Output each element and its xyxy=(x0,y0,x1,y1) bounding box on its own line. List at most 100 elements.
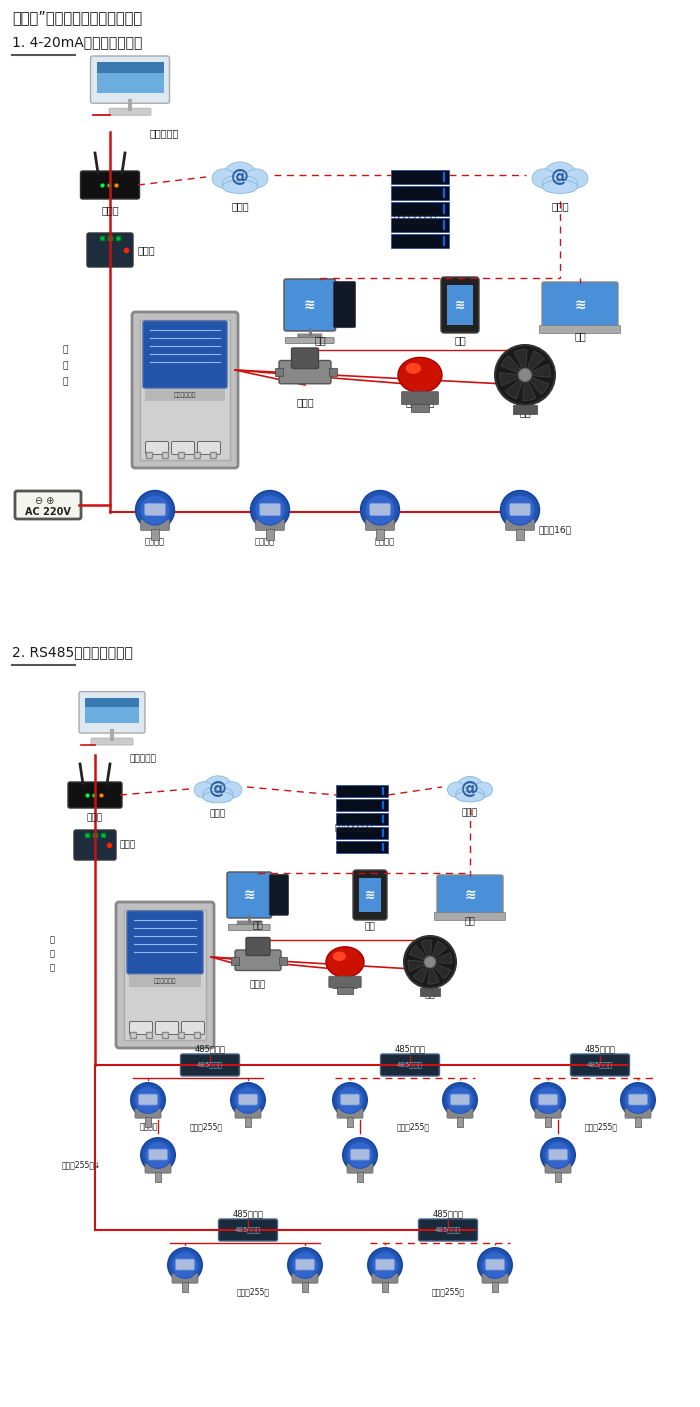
Ellipse shape xyxy=(204,775,232,798)
Wedge shape xyxy=(430,962,451,979)
Circle shape xyxy=(292,1252,318,1279)
FancyBboxPatch shape xyxy=(181,1021,204,1034)
Text: 可连接255台↓: 可连接255台↓ xyxy=(62,1159,102,1169)
FancyBboxPatch shape xyxy=(298,333,322,339)
Text: 终端: 终端 xyxy=(465,917,475,926)
FancyBboxPatch shape xyxy=(629,1095,648,1104)
Ellipse shape xyxy=(542,176,561,193)
Ellipse shape xyxy=(239,176,258,193)
FancyBboxPatch shape xyxy=(391,203,449,217)
Wedge shape xyxy=(514,349,527,376)
Circle shape xyxy=(443,1083,477,1117)
Ellipse shape xyxy=(456,788,471,801)
FancyBboxPatch shape xyxy=(97,62,164,73)
FancyBboxPatch shape xyxy=(540,325,620,333)
Circle shape xyxy=(372,1252,398,1279)
FancyBboxPatch shape xyxy=(260,504,280,515)
Wedge shape xyxy=(525,364,550,377)
FancyBboxPatch shape xyxy=(491,1282,498,1292)
Circle shape xyxy=(141,1138,175,1172)
Text: 2. RS485信号连接系统图: 2. RS485信号连接系统图 xyxy=(12,644,133,658)
FancyBboxPatch shape xyxy=(539,1095,557,1104)
Text: 互联网: 互联网 xyxy=(231,201,248,211)
Text: 信号输出: 信号输出 xyxy=(145,537,165,546)
Circle shape xyxy=(545,1141,571,1168)
FancyBboxPatch shape xyxy=(145,1117,151,1127)
Text: 讯: 讯 xyxy=(50,948,55,958)
Circle shape xyxy=(134,1086,162,1113)
FancyBboxPatch shape xyxy=(549,1150,567,1159)
FancyBboxPatch shape xyxy=(356,1172,363,1182)
FancyBboxPatch shape xyxy=(145,504,165,515)
Ellipse shape xyxy=(544,162,576,189)
FancyBboxPatch shape xyxy=(382,1282,388,1292)
FancyBboxPatch shape xyxy=(570,1054,629,1076)
FancyBboxPatch shape xyxy=(419,1218,477,1241)
Text: 声光报警器: 声光报警器 xyxy=(405,397,435,407)
Text: 电磁阀: 电磁阀 xyxy=(250,981,266,989)
Text: 485中继器: 485中继器 xyxy=(587,1062,613,1068)
Wedge shape xyxy=(430,953,452,964)
FancyBboxPatch shape xyxy=(359,878,381,912)
Circle shape xyxy=(332,1083,368,1117)
FancyBboxPatch shape xyxy=(235,950,281,971)
FancyBboxPatch shape xyxy=(116,902,214,1048)
FancyBboxPatch shape xyxy=(80,172,139,198)
Circle shape xyxy=(535,1086,561,1113)
FancyBboxPatch shape xyxy=(372,1273,398,1283)
Text: 安哈尔网络服务器: 安哈尔网络服务器 xyxy=(393,215,437,224)
FancyBboxPatch shape xyxy=(246,937,270,955)
FancyBboxPatch shape xyxy=(513,405,537,414)
Ellipse shape xyxy=(217,788,233,802)
Circle shape xyxy=(288,1248,322,1282)
Ellipse shape xyxy=(447,782,466,798)
FancyBboxPatch shape xyxy=(329,367,337,376)
Wedge shape xyxy=(523,376,536,401)
Wedge shape xyxy=(408,960,430,971)
FancyBboxPatch shape xyxy=(329,976,361,988)
FancyBboxPatch shape xyxy=(391,218,449,232)
Circle shape xyxy=(231,1083,265,1117)
FancyBboxPatch shape xyxy=(391,170,449,184)
Text: 电脑: 电脑 xyxy=(253,922,263,930)
FancyBboxPatch shape xyxy=(365,519,395,530)
Text: 互联网: 互联网 xyxy=(462,808,478,817)
Circle shape xyxy=(360,491,400,529)
FancyBboxPatch shape xyxy=(391,186,449,200)
Text: 手机: 手机 xyxy=(365,922,375,931)
Ellipse shape xyxy=(565,169,588,187)
Text: 互联网: 互联网 xyxy=(210,809,226,817)
Circle shape xyxy=(145,1141,172,1168)
FancyBboxPatch shape xyxy=(275,367,283,376)
FancyBboxPatch shape xyxy=(351,1150,369,1159)
Circle shape xyxy=(131,1083,165,1117)
Circle shape xyxy=(172,1252,198,1279)
Ellipse shape xyxy=(456,791,484,802)
FancyBboxPatch shape xyxy=(376,1259,394,1271)
Wedge shape xyxy=(430,941,447,962)
Circle shape xyxy=(255,495,285,525)
FancyBboxPatch shape xyxy=(336,799,388,810)
FancyBboxPatch shape xyxy=(68,782,122,808)
FancyBboxPatch shape xyxy=(435,913,505,920)
Text: 可连接255台: 可连接255台 xyxy=(190,1121,223,1131)
FancyBboxPatch shape xyxy=(129,975,201,986)
FancyBboxPatch shape xyxy=(370,504,390,515)
Circle shape xyxy=(404,936,456,988)
FancyBboxPatch shape xyxy=(228,924,270,930)
Circle shape xyxy=(337,1086,363,1113)
FancyBboxPatch shape xyxy=(266,529,274,540)
Wedge shape xyxy=(525,376,549,394)
FancyBboxPatch shape xyxy=(79,692,145,733)
Text: 485中继器: 485中继器 xyxy=(397,1062,423,1068)
Text: 485中继器: 485中继器 xyxy=(235,1227,261,1234)
Text: @: @ xyxy=(551,167,569,186)
FancyBboxPatch shape xyxy=(302,1282,309,1292)
FancyBboxPatch shape xyxy=(172,442,195,454)
Text: 信号输出: 信号输出 xyxy=(255,537,275,546)
FancyBboxPatch shape xyxy=(291,348,318,369)
FancyBboxPatch shape xyxy=(237,920,262,926)
Text: 通: 通 xyxy=(50,936,55,944)
FancyBboxPatch shape xyxy=(244,1117,251,1127)
Text: 报警控制主机: 报警控制主机 xyxy=(174,393,196,398)
